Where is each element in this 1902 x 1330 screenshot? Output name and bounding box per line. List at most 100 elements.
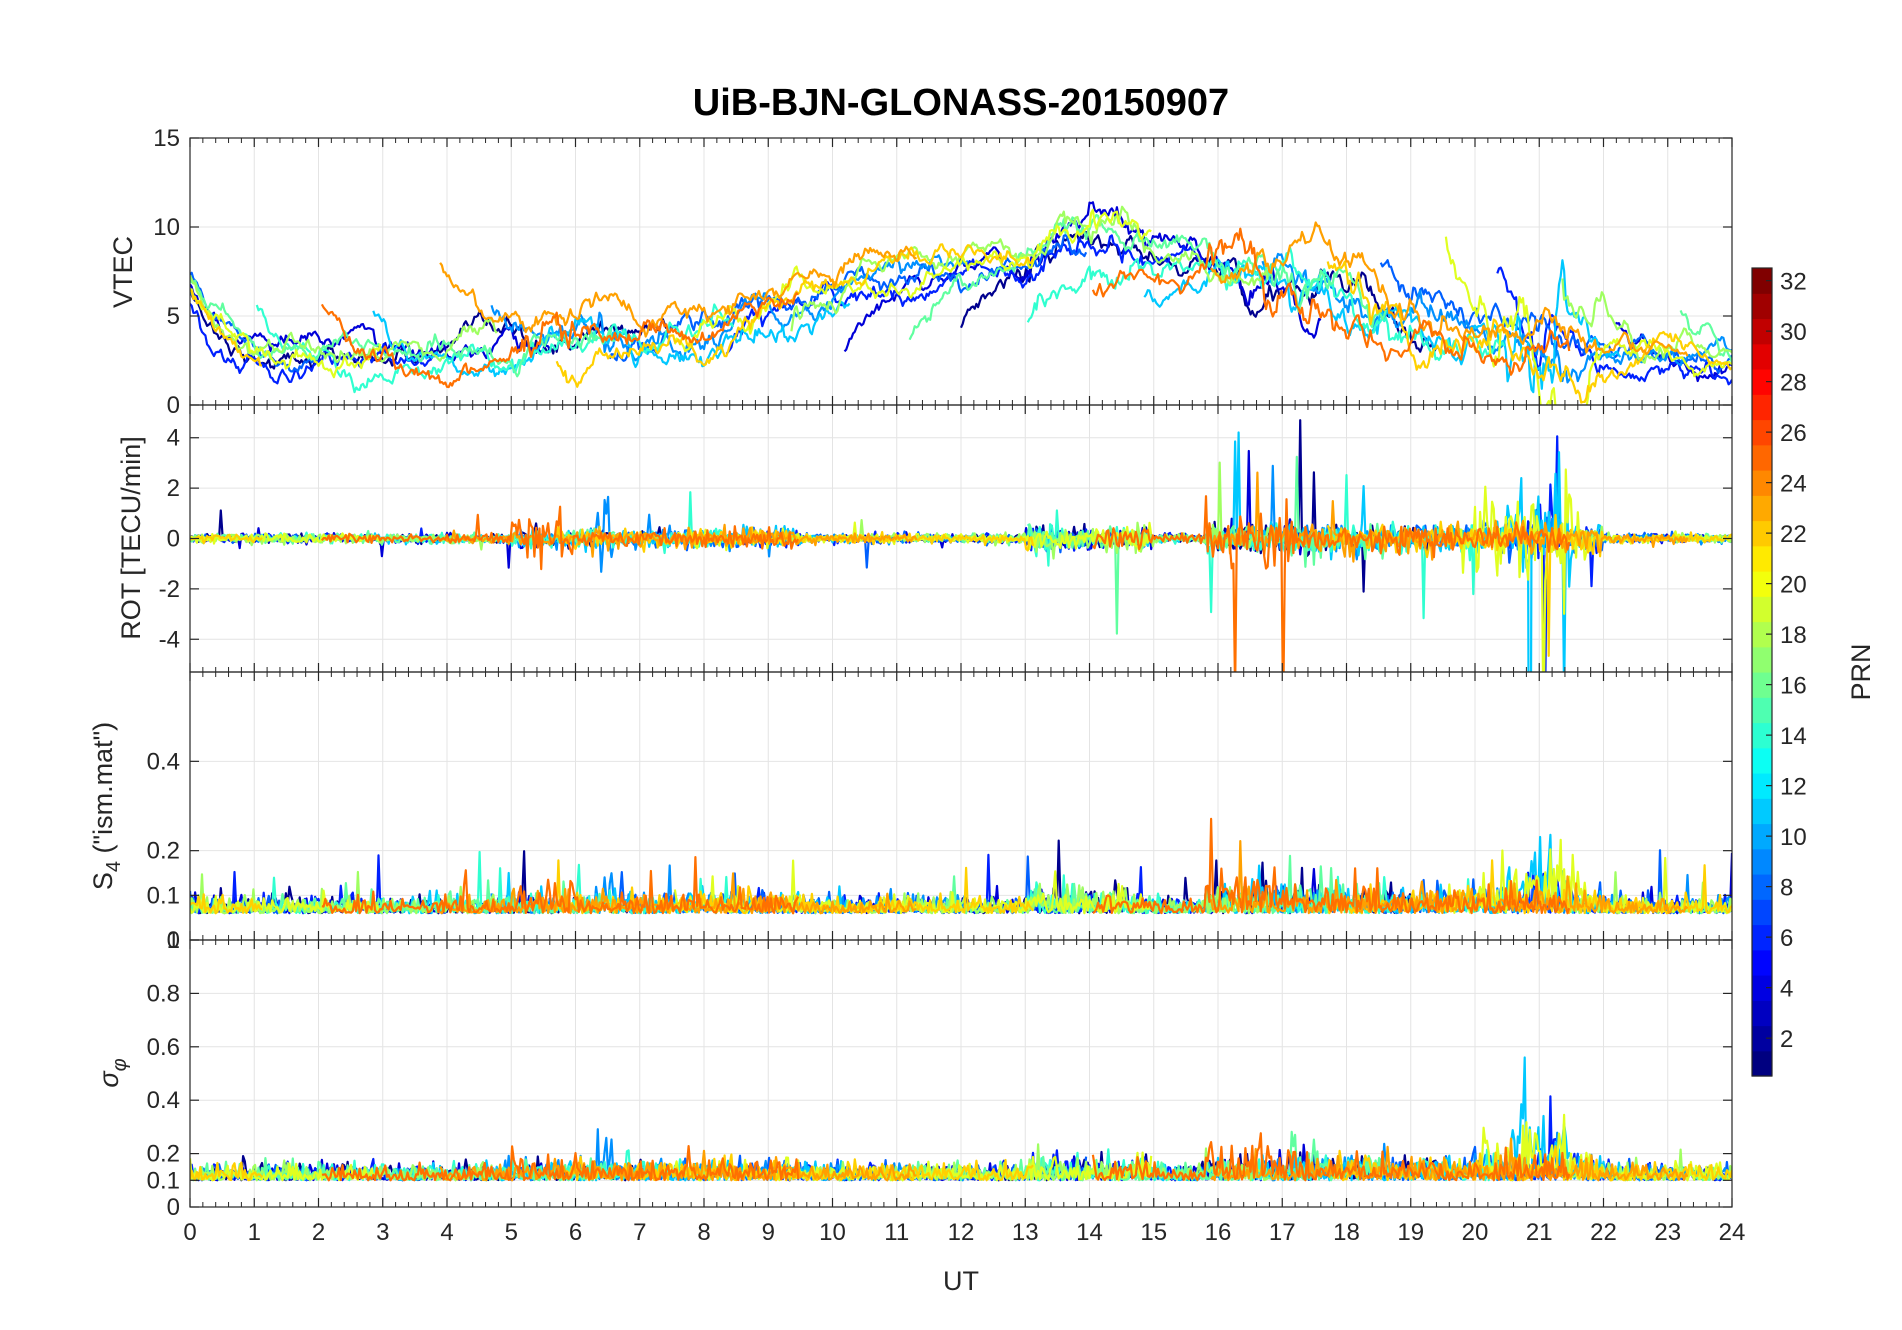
x-tick-label: 16 <box>1205 1219 1232 1246</box>
colorbar-stripe <box>1752 747 1772 774</box>
s4-series-prn-21 <box>190 893 263 915</box>
s4-y-tick-label: 0.2 <box>147 838 180 865</box>
colorbar-stripe <box>1752 773 1772 799</box>
colorbar-tick-label: 20 <box>1780 572 1807 599</box>
x-tick-label: 2 <box>312 1219 325 1246</box>
colorbar-stripe <box>1752 646 1772 673</box>
vtec-series-prn-19 <box>1444 236 1732 405</box>
sigma-y-tick-label: 0 <box>167 1194 180 1221</box>
sigma-panel: 00.10.20.40.60.81 σφ <box>94 927 1733 1221</box>
vtec-series-prn-25 <box>1091 227 1571 376</box>
sigma-x-ticks <box>189 940 1733 1207</box>
vtec-x-ticks <box>189 138 1733 405</box>
colorbar-stripe <box>1752 874 1772 900</box>
x-tick-label: 19 <box>1397 1219 1424 1246</box>
colorbar-stripe <box>1752 596 1772 623</box>
colorbar-stripe <box>1752 949 1772 976</box>
colorbar-tick-label: 18 <box>1780 622 1807 649</box>
rot-panel: -4 -2 0 2 4 ROT [TECU/min] <box>116 404 1733 673</box>
s4-y-tick-label: 0 <box>167 927 180 954</box>
colorbar-tick-label: 12 <box>1780 774 1807 801</box>
x-tick-label: 18 <box>1333 1219 1360 1246</box>
colorbar-tick-label: 16 <box>1780 673 1807 700</box>
x-tick-label: 20 <box>1462 1219 1489 1246</box>
vtec-panel: 0 5 10 15 VTEC <box>108 125 1733 419</box>
colorbar-stripe <box>1752 369 1772 395</box>
vtec-series-prn-21 <box>1326 260 1732 404</box>
colorbar-stripe <box>1752 419 1772 446</box>
colorbar-tick-label: 28 <box>1780 370 1807 397</box>
colorbar-stripe <box>1752 924 1772 951</box>
colorbar-stripe <box>1752 1000 1772 1027</box>
rot-y-tick-label: 4 <box>167 425 180 452</box>
colorbar-tick-label: 6 <box>1780 925 1793 952</box>
s4-series-prn-25 <box>321 856 800 915</box>
rot-y-ticks: -4 -2 0 2 4 <box>159 425 1732 653</box>
s4-series-prn-25 <box>1092 817 1571 915</box>
x-tick-label: 24 <box>1719 1219 1746 1246</box>
colorbar-stripe <box>1752 545 1772 572</box>
vtec-series-prn-23 <box>439 245 918 338</box>
x-tick-label: 3 <box>376 1219 389 1246</box>
rot-y-tick-label: -4 <box>159 626 180 653</box>
colorbar-stripe <box>1752 318 1772 345</box>
rot-y-tick-label: -2 <box>159 576 180 603</box>
s4-series-prn-19 <box>190 889 382 915</box>
s4-ylabel-sub: 4 <box>103 861 125 872</box>
vtec-series-prn-17 <box>190 274 498 364</box>
vtec-series-prn-15 <box>190 277 616 378</box>
sigma-ylabel: σφ <box>94 1058 131 1087</box>
x-tick-label: 22 <box>1590 1219 1617 1246</box>
colorbar-stripe <box>1752 823 1772 850</box>
colorbar-tick-label: 2 <box>1780 1026 1793 1053</box>
colorbar-label: PRN <box>1846 643 1876 700</box>
colorbar-tick-label: 30 <box>1780 319 1807 346</box>
vtec-series-prn-5 <box>1496 266 1732 386</box>
colorbar-stripe <box>1752 470 1772 496</box>
colorbar-stripe <box>1752 848 1772 875</box>
vtec-series-prn-7 <box>608 233 1088 362</box>
rot-lines <box>190 419 1732 672</box>
rot-series-prn-25 <box>1091 495 1571 672</box>
vtec-ylabel: VTEC <box>108 236 138 308</box>
vtec-series-prn-15 <box>908 213 1387 341</box>
vtec-y-tick-label: 0 <box>167 392 180 419</box>
x-tick-label: 9 <box>762 1219 775 1246</box>
sigma-series-prn-21 <box>190 1161 263 1182</box>
x-tick-labels: 0 1 2 3 4 5 6 7 8 9 10 11 12 13 14 15 16 17 18 19 20 21 22 23 24 <box>183 1219 1745 1246</box>
x-tick-label: 8 <box>697 1219 710 1246</box>
colorbar-stripe <box>1752 975 1772 1001</box>
vtec-series-prn-5 <box>190 303 433 385</box>
x-tick-label: 12 <box>948 1219 975 1246</box>
sigma-y-tick-label: 0.6 <box>147 1034 180 1061</box>
rot-series-prn-25 <box>321 505 800 571</box>
vtec-series-prn-3 <box>843 201 1322 353</box>
vtec-series-prn-21 <box>190 289 263 367</box>
colorbar-tick-label: 22 <box>1780 521 1807 548</box>
x-tick-label: 15 <box>1140 1219 1167 1246</box>
sigma-lines <box>190 1056 1732 1182</box>
colorbar-frame <box>1751 267 1773 1077</box>
s4-ylabel-rest: ("ism.mat") <box>88 722 118 861</box>
x-tick-label: 21 <box>1526 1219 1553 1246</box>
colorbar-stripe <box>1752 1050 1772 1077</box>
s4-y-tick-label: 0.1 <box>147 882 180 909</box>
vtec-series-prn-13 <box>255 303 735 394</box>
sigma-y-tick-label: 0.1 <box>147 1167 180 1194</box>
colorbar-tick-label: 10 <box>1780 824 1807 851</box>
sigma-ylabel-sub: φ <box>109 1058 131 1071</box>
vtec-series-prn-13 <box>1026 246 1506 361</box>
sigma-ylabel-main: σ <box>94 1070 124 1088</box>
colorbar-stripe <box>1752 571 1772 597</box>
x-tick-label: 13 <box>1012 1219 1039 1246</box>
vtec-lines <box>190 201 1732 405</box>
vtec-series-prn-19 <box>673 208 1152 353</box>
x-tick-label: 6 <box>569 1219 582 1246</box>
colorbar-stripe <box>1752 343 1772 370</box>
vtec-y-tick-label: 5 <box>167 303 180 330</box>
colorbar-stripe <box>1752 1025 1772 1052</box>
rot-series-prn-21 <box>190 533 263 545</box>
rot-x-ticks <box>189 405 1733 672</box>
